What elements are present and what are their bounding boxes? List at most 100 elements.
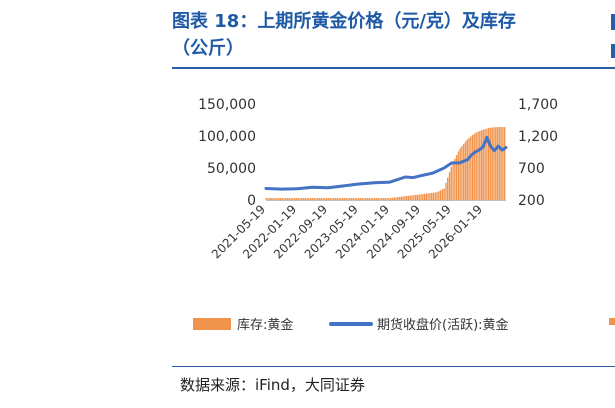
inventory-bar (425, 193, 428, 200)
inventory-bar (384, 198, 387, 200)
inventory-bar (309, 198, 312, 200)
inventory-bar (322, 198, 324, 200)
inventory-bar (470, 136, 472, 200)
inventory-bar (430, 192, 433, 200)
inventory-bar (473, 133, 476, 200)
inventory-bar (354, 198, 356, 200)
inventory-bar (504, 127, 506, 200)
inventory-bar (420, 194, 422, 200)
inventory-bar (363, 198, 365, 200)
inventory-bar (464, 141, 467, 200)
inventory-bar (457, 151, 460, 200)
inventory-bar (466, 139, 469, 200)
inventory-bar (487, 128, 490, 200)
inventory-bar (293, 198, 296, 200)
inventory-bar (423, 193, 426, 200)
inventory-bar (452, 162, 454, 200)
y-right-tick-label: 1,200 (518, 129, 558, 145)
inventory-bar (331, 198, 333, 200)
legend-label-price: 期货收盘价(活跃):黄金 (377, 317, 509, 333)
inventory-bar (495, 127, 497, 200)
inventory-bar (279, 198, 282, 200)
y-left-tick-label: 100,000 (198, 129, 256, 145)
inventory-bar (274, 198, 276, 200)
legend-swatch-inventory (193, 318, 231, 330)
inventory-bar (450, 166, 452, 200)
inventory-bar (414, 194, 417, 200)
inventory-bar (406, 196, 408, 200)
inventory-bar (357, 198, 360, 200)
inventory-bar (468, 137, 470, 200)
inventory-bar (477, 131, 479, 200)
inventory-bar (345, 198, 347, 200)
inventory-bar (308, 198, 310, 200)
inventory-bar (372, 198, 374, 200)
inventory-bar (416, 194, 419, 200)
inventory-bar (418, 194, 420, 200)
title-rule (172, 67, 615, 69)
inventory-bar (400, 196, 403, 200)
inventory-bar (311, 198, 314, 200)
inventory-bar (500, 127, 502, 200)
y-left-tick-label: 50,000 (207, 161, 256, 177)
inventory-bar (427, 193, 429, 200)
inventory-bar (341, 198, 344, 200)
inventory-bar (318, 198, 321, 200)
inventory-bar (390, 198, 392, 200)
inventory-bar (489, 127, 492, 200)
inventory-bar (484, 129, 486, 200)
inventory-bar (350, 198, 353, 200)
y-right-tick-label: 200 (518, 193, 545, 209)
inventory-bar (374, 198, 376, 200)
inventory-bar (333, 198, 335, 200)
inventory-bar (454, 158, 456, 200)
inventory-bar (395, 197, 397, 200)
inventory-bar (306, 198, 308, 200)
inventory-bar (268, 198, 271, 200)
inventory-bar (283, 198, 285, 200)
inventory-bar (496, 127, 499, 200)
inventory-bar (455, 155, 458, 200)
inventory-bar (270, 198, 273, 200)
inventory-bar (402, 196, 404, 200)
next-figure-edge-bottom (611, 44, 615, 58)
inventory-bar (498, 127, 501, 200)
inventory-bar (445, 183, 447, 200)
inventory-bar (340, 198, 342, 200)
inventory-bar (493, 127, 495, 200)
inventory-bar (422, 194, 424, 200)
y-left-tick-label: 0 (247, 193, 256, 209)
inventory-bar (443, 188, 445, 200)
inventory-bar (317, 198, 319, 200)
inventory-bar (486, 128, 488, 200)
inventory-bar (381, 198, 383, 200)
inventory-bar (475, 132, 477, 200)
inventory-bar (315, 198, 317, 200)
inventory-bar (365, 198, 367, 200)
inventory-bar (404, 196, 406, 200)
price-line (264, 135, 508, 191)
inventory-bar (336, 198, 339, 200)
inventory-bar (447, 177, 449, 200)
inventory-bar (397, 197, 399, 200)
inventory-bar (272, 198, 274, 200)
inventory-bar (480, 130, 483, 200)
inventory-bar (429, 193, 431, 200)
inventory-bar (267, 198, 269, 200)
inventory-bar (292, 198, 294, 200)
inventory-bar (448, 172, 451, 200)
inventory-bar (436, 192, 438, 200)
inventory-bar (375, 198, 378, 200)
inventory-bar (386, 198, 388, 200)
inventory-bar (361, 198, 363, 200)
inventory-bar (290, 198, 292, 200)
inventory-bar (265, 198, 267, 200)
inventory-bar (297, 198, 299, 200)
inventory-bar (441, 189, 444, 200)
inventory-bar (491, 127, 493, 200)
legend-label-inventory: 库存:黄金 (237, 317, 293, 333)
inventory-bar (377, 198, 379, 200)
inventory-bar (438, 191, 440, 200)
inventory-bar (304, 198, 306, 200)
inventory-bar (471, 135, 474, 200)
